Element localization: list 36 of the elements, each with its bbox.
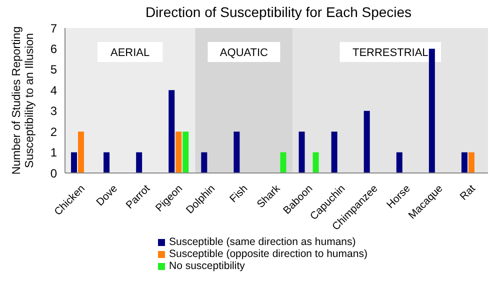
band-label: TERRESTRIAL bbox=[352, 47, 428, 59]
bar bbox=[71, 152, 77, 173]
band-label: AQUATIC bbox=[220, 47, 268, 59]
x-tick-label: Fish bbox=[228, 182, 250, 206]
bar bbox=[176, 132, 182, 173]
bar bbox=[428, 48, 435, 173]
y-tick-label: 3 bbox=[50, 104, 58, 118]
bar bbox=[168, 90, 175, 173]
bar bbox=[331, 132, 338, 173]
chart-title: Direction of Susceptibility for Each Species bbox=[144, 4, 413, 20]
y-tick-label: 0 bbox=[50, 166, 58, 180]
bar bbox=[78, 132, 84, 173]
legend-label: No susceptibility bbox=[169, 260, 245, 272]
y-tick-label: 2 bbox=[50, 124, 58, 139]
bar bbox=[468, 152, 474, 173]
y-tick-label: 5 bbox=[50, 62, 58, 77]
bar bbox=[182, 132, 189, 173]
bar bbox=[136, 152, 142, 173]
bar bbox=[234, 132, 240, 173]
bar bbox=[461, 152, 468, 173]
y-tick-label: 6 bbox=[50, 42, 58, 56]
bar bbox=[201, 152, 208, 173]
bar bbox=[298, 132, 305, 173]
y-axis-title: Number of Studies Reporting Susceptibility to an Illusion bbox=[11, 26, 36, 175]
band-label: AERIAL bbox=[110, 47, 150, 59]
x-tick-label: Rat bbox=[458, 182, 478, 203]
y-tick-label: 1 bbox=[50, 146, 58, 160]
y-tick-label: 4 bbox=[50, 83, 58, 98]
bar bbox=[280, 152, 286, 173]
bar bbox=[396, 152, 402, 173]
bar bbox=[104, 152, 110, 173]
legend-label: Susceptible (opposite direction to humans) bbox=[169, 248, 368, 260]
bar bbox=[312, 152, 319, 173]
y-tick-label: 7 bbox=[50, 21, 58, 36]
legend-label: Susceptible (same direction as humans) bbox=[169, 236, 356, 248]
bar bbox=[364, 110, 370, 173]
